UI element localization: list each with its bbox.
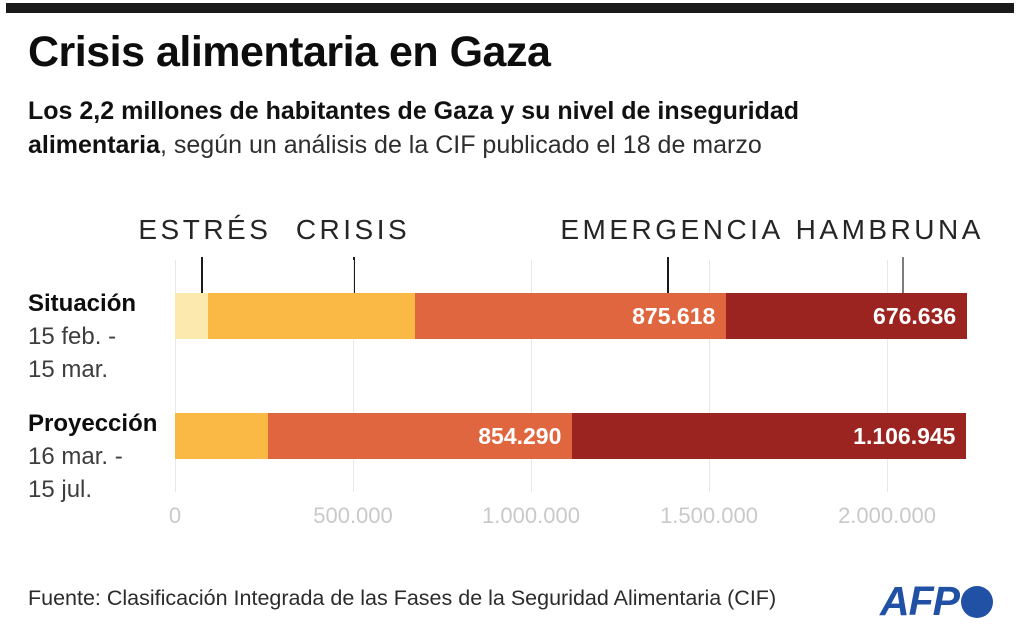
subtitle: Los 2,2 millones de habitantes de Gaza y… xyxy=(28,94,799,162)
x-axis-tick-label: 500.000 xyxy=(313,503,393,528)
bar-segment-hambruna: 1.106.945 xyxy=(572,413,967,459)
category-label-estres: ESTRÉS xyxy=(138,214,272,245)
subtitle-bold-1: Los 2,2 millones de habitantes de Gaza y… xyxy=(28,97,800,125)
afp-logo-circle-icon xyxy=(961,585,993,618)
row-name: Proyección xyxy=(28,410,158,437)
category-annotations: ESTRÉS CRISIS EMERGENCIA HAMBRUNA xyxy=(0,0,1020,300)
bar-segment-crisis xyxy=(208,293,415,339)
bar-segment-emergencia: 875.618 xyxy=(414,293,727,339)
gridline xyxy=(175,260,176,492)
subtitle-line-1: Los 2,2 millones de habitantes de Gaza y… xyxy=(28,94,799,128)
afp-logo: AFP xyxy=(880,578,993,625)
category-pointer-tick-emergencia xyxy=(667,257,670,293)
x-axis-tick-label: 1.000.000 xyxy=(482,503,580,528)
segment-value-label: 875.618 xyxy=(632,302,716,329)
row-period-end: 15 mar. xyxy=(28,356,109,383)
segment-value-label: 676.636 xyxy=(873,302,957,329)
row-name: Situación xyxy=(28,290,137,317)
segment-value-label: 1.106.945 xyxy=(853,422,956,449)
category-label-hambruna: HAMBRUNA xyxy=(795,214,984,245)
row-label-situacion: Situación 15 feb. - 15 mar. xyxy=(28,287,173,386)
bar-segment-estres xyxy=(175,293,209,339)
bar-segment-emergencia: 854.290 xyxy=(268,413,573,459)
bar-segment-hambruna: 676.636 xyxy=(726,293,968,339)
category-label-crisis: CRISIS xyxy=(295,214,411,245)
category-pointer-tick-crisis xyxy=(353,257,356,293)
x-axis-tick-label: 2.000.000 xyxy=(838,503,936,528)
bar-segment-crisis xyxy=(175,413,269,459)
subtitle-line-2: alimentaria, según un análisis de la CIF… xyxy=(28,128,799,162)
segment-value-label: 854.290 xyxy=(478,422,562,449)
gridline xyxy=(887,260,888,492)
bar-situacion: 875.618 676.636 xyxy=(175,293,968,339)
bar-proyeccion: 854.290 1.106.945 xyxy=(175,413,967,459)
row-period-start: 16 mar. - xyxy=(28,443,123,470)
subtitle-regular: , según un análisis de la CIF publicado … xyxy=(160,131,762,159)
row-period-end: 15 jul. xyxy=(28,476,93,503)
category-label-emergencia: EMERGENCIA xyxy=(560,214,784,245)
subtitle-bold-2: alimentaria xyxy=(28,131,161,159)
gridline xyxy=(531,260,532,492)
top-rule-bar xyxy=(6,3,1014,13)
page-title: Crisis alimentaria en Gaza xyxy=(28,28,551,76)
gridline xyxy=(709,260,710,492)
row-period-start: 15 feb. - xyxy=(28,323,117,350)
row-label-proyeccion: Proyección 16 mar. - 15 jul. xyxy=(28,407,173,506)
gridline xyxy=(353,260,354,492)
category-pointer-tick-estres xyxy=(201,257,204,293)
afp-logo-text: AFP xyxy=(880,578,960,624)
x-axis-tick-label: 1.500.000 xyxy=(660,503,758,528)
category-pointer-tick-hambruna xyxy=(902,257,904,293)
x-axis-tick-label: 0 xyxy=(168,503,182,528)
source-note: Fuente: Clasificación Integrada de las F… xyxy=(28,586,777,610)
